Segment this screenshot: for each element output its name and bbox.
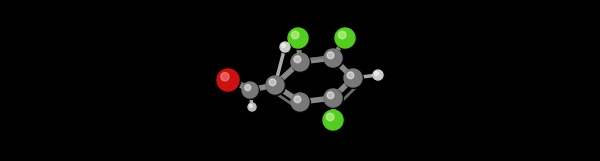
Circle shape bbox=[324, 49, 342, 67]
Circle shape bbox=[217, 69, 241, 93]
Circle shape bbox=[292, 94, 310, 112]
Circle shape bbox=[266, 76, 286, 95]
Circle shape bbox=[347, 72, 354, 79]
Circle shape bbox=[280, 42, 290, 52]
Circle shape bbox=[375, 72, 379, 75]
Circle shape bbox=[291, 93, 309, 111]
Circle shape bbox=[242, 83, 259, 99]
Circle shape bbox=[323, 110, 344, 132]
Circle shape bbox=[373, 70, 383, 80]
Circle shape bbox=[291, 53, 309, 71]
Circle shape bbox=[325, 90, 343, 109]
Circle shape bbox=[294, 96, 301, 103]
Circle shape bbox=[325, 50, 343, 68]
Circle shape bbox=[323, 110, 343, 130]
Circle shape bbox=[294, 56, 301, 63]
Circle shape bbox=[324, 89, 342, 107]
Circle shape bbox=[326, 113, 334, 121]
Circle shape bbox=[266, 76, 284, 94]
Circle shape bbox=[248, 103, 256, 111]
Circle shape bbox=[242, 82, 258, 98]
Circle shape bbox=[374, 71, 384, 81]
Circle shape bbox=[292, 54, 310, 72]
Circle shape bbox=[327, 92, 334, 99]
Circle shape bbox=[335, 28, 355, 48]
Circle shape bbox=[338, 31, 346, 39]
Circle shape bbox=[344, 69, 362, 87]
Circle shape bbox=[221, 72, 229, 81]
Circle shape bbox=[292, 31, 299, 39]
Circle shape bbox=[288, 28, 308, 48]
Circle shape bbox=[245, 85, 251, 91]
Circle shape bbox=[281, 43, 291, 53]
Circle shape bbox=[282, 44, 286, 47]
Circle shape bbox=[269, 79, 276, 86]
Circle shape bbox=[327, 52, 334, 59]
Circle shape bbox=[289, 28, 310, 49]
Circle shape bbox=[335, 28, 356, 49]
Circle shape bbox=[344, 70, 364, 88]
Circle shape bbox=[250, 104, 253, 107]
Circle shape bbox=[217, 69, 239, 91]
Circle shape bbox=[249, 104, 257, 112]
